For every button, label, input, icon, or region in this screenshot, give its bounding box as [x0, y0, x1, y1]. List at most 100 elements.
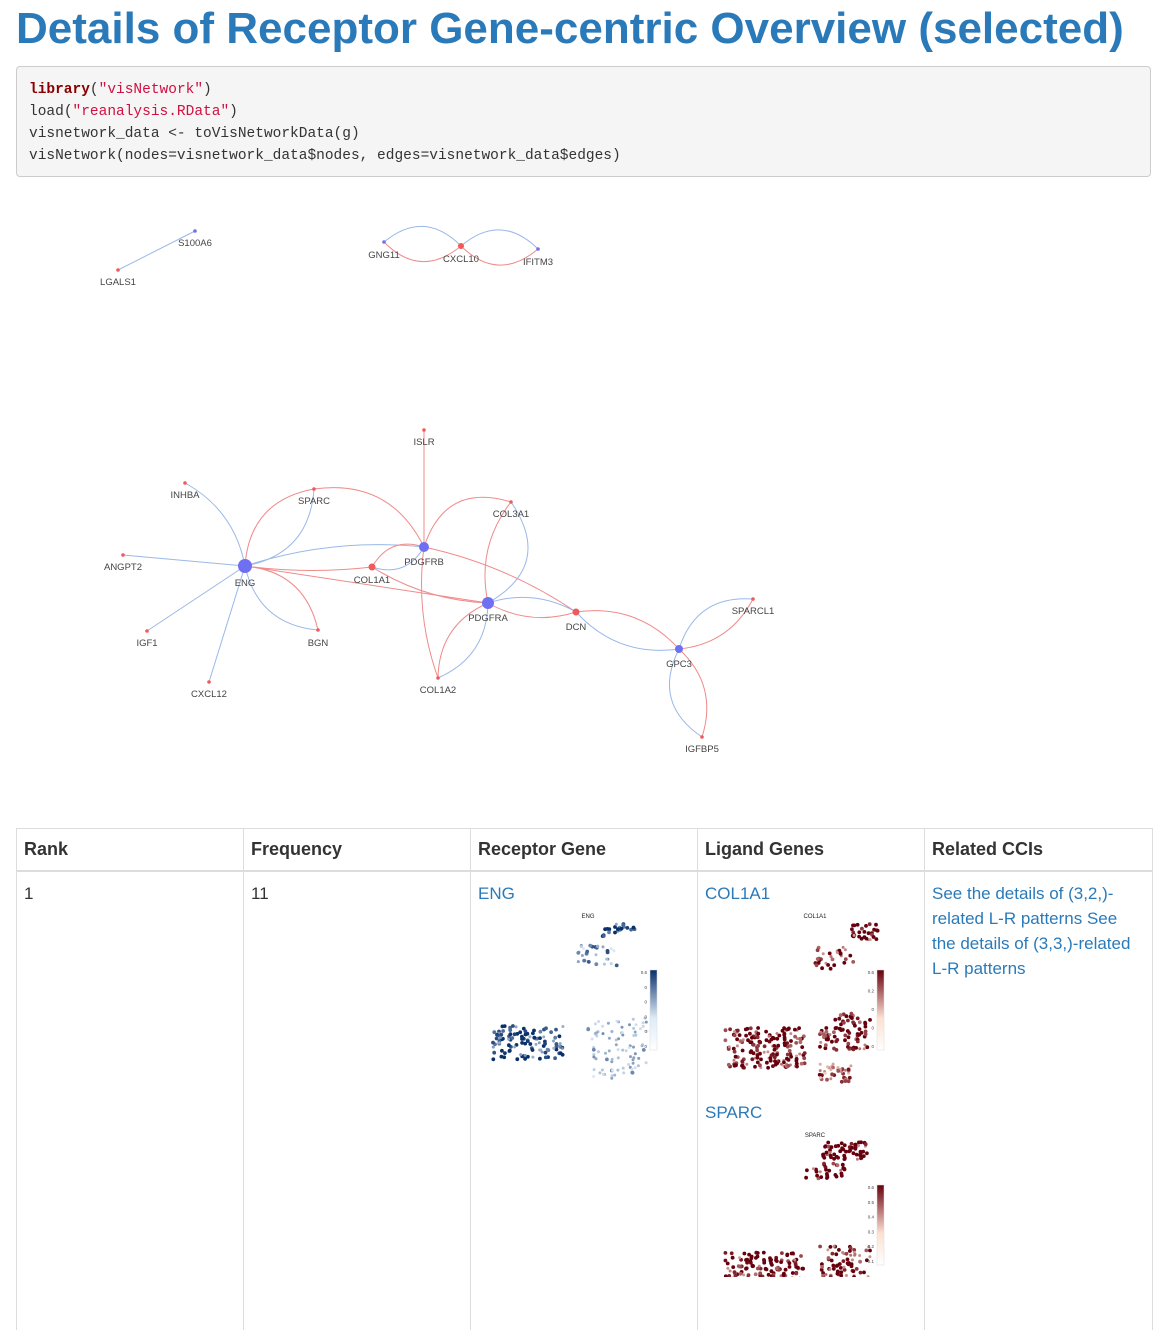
cell-point	[834, 1144, 838, 1148]
cell-point	[492, 1051, 496, 1055]
cell-point	[726, 1262, 730, 1266]
cell-point	[824, 1072, 827, 1075]
ligand-edge[interactable]	[576, 611, 679, 649]
cell-point	[544, 1026, 548, 1030]
receptor-edge[interactable]	[576, 612, 679, 650]
ligand-edge[interactable]	[314, 488, 424, 547]
node-dot[interactable]	[675, 645, 683, 653]
node-dot[interactable]	[116, 268, 120, 272]
node-dot[interactable]	[312, 487, 316, 491]
node-dot[interactable]	[436, 676, 440, 680]
cell-point	[593, 1068, 596, 1071]
cell-point	[611, 1069, 614, 1072]
cell-point	[828, 1033, 831, 1036]
node-dot[interactable]	[238, 559, 252, 573]
ligand-gene-link[interactable]: COL1A1	[705, 881, 917, 906]
cell-point	[616, 1069, 619, 1072]
cell-point	[635, 1023, 638, 1026]
cell-point	[836, 1270, 840, 1274]
network-node-sparc[interactable]: SPARC	[298, 487, 330, 507]
network-node-islr[interactable]: ISLR	[413, 428, 434, 448]
node-dot[interactable]	[193, 229, 197, 233]
related-cci-link[interactable]: See the details of (3,2,)-related L-R pa…	[932, 884, 1130, 978]
cell-point	[587, 960, 591, 964]
cell-point	[832, 1047, 836, 1051]
node-dot[interactable]	[145, 629, 149, 633]
network-node-igf1[interactable]: IGF1	[136, 629, 157, 649]
cell-point	[819, 1063, 822, 1066]
plot-title: COL1A1	[803, 914, 827, 920]
cell-point	[632, 1062, 635, 1065]
receptor-edge[interactable]	[245, 545, 424, 566]
network-node-gpc3[interactable]: GPC3	[666, 645, 692, 670]
network-node-col3a1[interactable]: COL3A1	[493, 500, 529, 520]
node-dot[interactable]	[536, 247, 540, 251]
cell-point	[789, 1055, 793, 1059]
ligand-gene-link[interactable]: SPARC	[705, 1100, 917, 1125]
network-node-igfbp5[interactable]: IGFBP5	[685, 735, 719, 755]
network-node-dcn[interactable]: DCN	[566, 609, 587, 634]
node-dot[interactable]	[183, 481, 187, 485]
cell-point	[825, 1038, 829, 1042]
cell-point	[577, 960, 580, 963]
receptor-edge[interactable]	[461, 230, 538, 249]
network-node-col1a1[interactable]: COL1A1	[354, 564, 390, 587]
cell-point	[741, 1049, 745, 1053]
network-node-s100a6[interactable]: S100A6	[178, 229, 212, 249]
cell-point	[868, 922, 872, 926]
node-dot[interactable]	[207, 680, 211, 684]
node-dot[interactable]	[482, 597, 494, 609]
node-dot[interactable]	[573, 609, 580, 616]
cell-point	[795, 1059, 799, 1063]
network-node-sparcl1[interactable]: SPARCL1	[732, 597, 775, 617]
node-label: GNG11	[368, 250, 400, 261]
node-dot[interactable]	[121, 553, 125, 557]
network-node-cxcl10[interactable]: CXCL10	[443, 243, 479, 265]
cell-point	[827, 1169, 831, 1173]
cell-point	[558, 1034, 562, 1038]
legend-tick: 0	[644, 1014, 647, 1019]
node-label: IFITM3	[523, 257, 553, 268]
cell-point	[501, 1029, 505, 1033]
receptor-edge[interactable]	[384, 226, 461, 246]
node-dot[interactable]	[369, 564, 376, 571]
node-dot[interactable]	[458, 243, 464, 249]
gene-network-graph[interactable]: S100A6 LGALS1 GNG11 CXCL10 IFITM3 ISLR INHBA SP…	[0, 190, 1160, 780]
node-dot[interactable]	[751, 597, 755, 601]
network-node-lgals1[interactable]: LGALS1	[100, 268, 136, 288]
network-node-cxcl12[interactable]: CXCL12	[191, 680, 227, 700]
cell-point	[642, 1025, 645, 1028]
cell-point	[603, 963, 606, 966]
cell-point	[826, 963, 830, 967]
cell-point	[842, 961, 846, 965]
node-dot[interactable]	[316, 628, 320, 632]
cell-point	[544, 1056, 548, 1060]
cell-point	[733, 1059, 736, 1062]
cell-point	[775, 1037, 779, 1041]
node-label: GPC3	[666, 659, 692, 670]
node-dot[interactable]	[700, 735, 704, 739]
network-node-inhba[interactable]: INHBA	[170, 481, 200, 501]
receptor-edge[interactable]	[147, 566, 245, 631]
cell-point	[758, 1063, 762, 1067]
cell-point	[751, 1264, 755, 1268]
network-node-col1a2[interactable]: COL1A2	[420, 676, 456, 696]
cell-point	[776, 1044, 780, 1048]
node-dot[interactable]	[419, 542, 429, 552]
cell-point	[832, 1162, 836, 1166]
cell-point	[768, 1035, 771, 1038]
color-legend	[650, 970, 657, 1050]
cell-point	[730, 1251, 734, 1255]
receptor-gene-link[interactable]: ENG	[478, 884, 515, 903]
network-node-gng11[interactable]: GNG11	[368, 240, 400, 261]
cell-point	[615, 964, 619, 968]
receptor-edge[interactable]	[118, 231, 195, 270]
node-dot[interactable]	[509, 500, 513, 504]
node-dot[interactable]	[382, 240, 386, 244]
node-dot[interactable]	[422, 428, 426, 432]
cell-point	[621, 1049, 624, 1052]
cell-point	[842, 946, 845, 949]
network-node-bgn[interactable]: BGN	[308, 628, 329, 649]
cell-point	[747, 1273, 751, 1277]
network-node-ifitm3[interactable]: IFITM3	[523, 247, 553, 268]
